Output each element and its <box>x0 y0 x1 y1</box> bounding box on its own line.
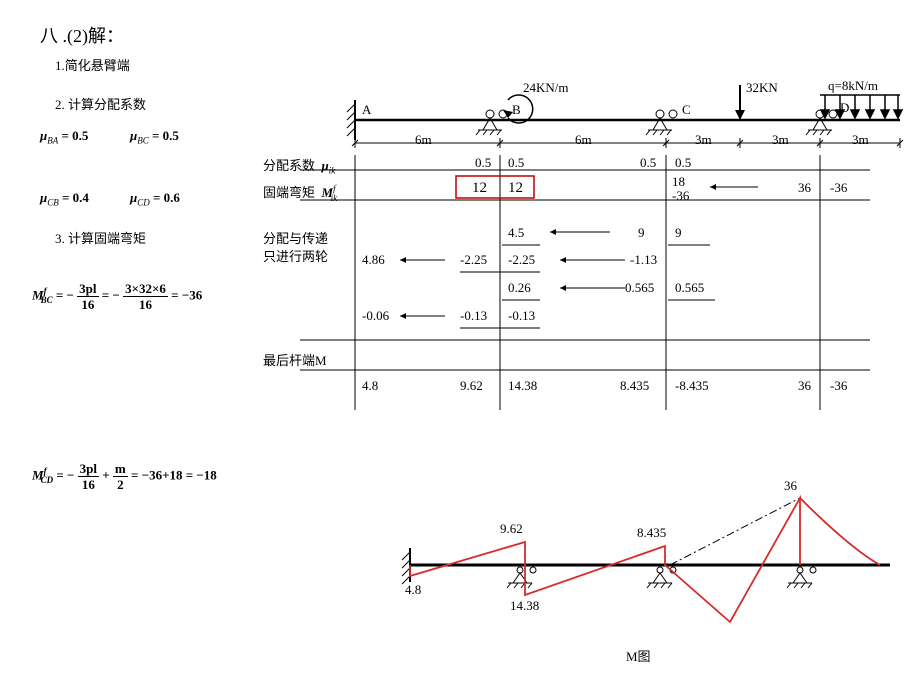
mdiag-v3: 36 <box>784 478 797 494</box>
mdiag-v2: 8.435 <box>637 525 666 541</box>
mdiag-v1: 9.62 <box>500 521 523 537</box>
mdiag-v5: 14.38 <box>510 598 539 614</box>
m-diagram <box>0 0 920 690</box>
mdiag-v4: 4.8 <box>405 582 421 598</box>
mdiag-label: M图 <box>626 646 651 665</box>
